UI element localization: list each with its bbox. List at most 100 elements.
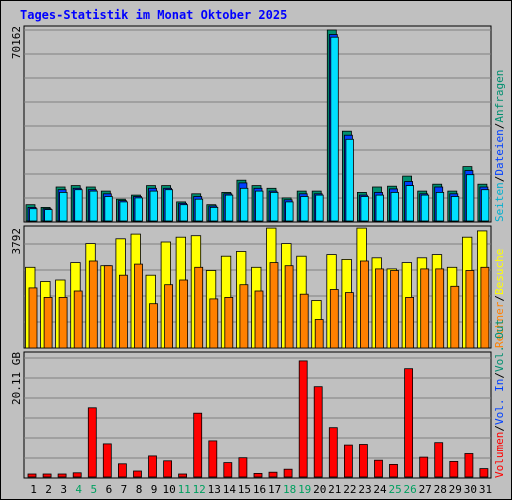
bar-seiten-day-16 bbox=[255, 190, 264, 222]
x-label-day-13: 13 bbox=[208, 483, 221, 496]
bar-rechner-day-24 bbox=[375, 268, 384, 349]
bar-seiten-day-27 bbox=[420, 194, 430, 222]
bottom-panel bbox=[23, 351, 492, 479]
bar-volumen-day-31 bbox=[479, 468, 489, 478]
bar-rechner-day-14 bbox=[224, 296, 234, 349]
bar-rechner-day-20 bbox=[314, 319, 324, 349]
bar-seiten-day-6 bbox=[104, 196, 113, 222]
bar-rechner-day-3 bbox=[58, 296, 68, 349]
x-label-day-9: 9 bbox=[151, 483, 158, 496]
legend-separator: / bbox=[493, 425, 506, 432]
bar-rechner-day-13 bbox=[209, 298, 219, 349]
bar-seiten-day-29 bbox=[450, 196, 460, 222]
bar-seiten-day-1 bbox=[29, 208, 38, 222]
bar-volumen-day-9 bbox=[148, 455, 157, 478]
x-label-day-19: 19 bbox=[298, 483, 311, 496]
x-label-day-20: 20 bbox=[313, 483, 326, 496]
bar-volumen-day-30 bbox=[464, 453, 474, 478]
bar-seiten-day-22 bbox=[345, 138, 354, 222]
bar-seiten-day-15 bbox=[239, 187, 249, 222]
legend-separator: / bbox=[493, 295, 506, 302]
x-label-day-12: 12 bbox=[193, 483, 206, 496]
bar-rechner-day-30 bbox=[465, 270, 475, 349]
bar-seiten-day-19 bbox=[300, 196, 309, 222]
bar-rechner-day-19 bbox=[299, 293, 309, 349]
bar-seiten-day-9 bbox=[149, 190, 158, 222]
bar-seiten-day-4 bbox=[74, 189, 83, 222]
bar-rechner-day-31 bbox=[480, 266, 490, 349]
x-label-day-5: 5 bbox=[90, 483, 97, 496]
bar-rechner-day-29 bbox=[450, 285, 460, 349]
bar-volumen-day-10 bbox=[163, 460, 173, 478]
bar-rechner-day-1 bbox=[28, 287, 38, 349]
bar-volumen-day-1 bbox=[27, 473, 37, 478]
legend-volumen: Volumen bbox=[493, 432, 506, 478]
legend-seiten: Seiten bbox=[493, 182, 506, 222]
bar-rechner-day-21 bbox=[329, 289, 339, 349]
top-panel-legend-text: Seiten/Dateien/Anfragen bbox=[493, 70, 506, 222]
bar-rechner-day-5 bbox=[88, 260, 98, 349]
x-label-day-7: 7 bbox=[121, 483, 128, 496]
bar-rechner-day-17 bbox=[269, 262, 279, 349]
bar-rechner-day-4 bbox=[73, 290, 83, 349]
bar-seiten-day-20 bbox=[315, 194, 324, 222]
bar-volumen-day-25 bbox=[389, 463, 398, 478]
bar-seiten-day-8 bbox=[134, 197, 143, 222]
x-label-day-8: 8 bbox=[136, 483, 143, 496]
bar-seiten-day-28 bbox=[435, 191, 445, 222]
bar-rechner-day-26 bbox=[405, 296, 415, 349]
bar-volumen-day-13 bbox=[208, 440, 218, 478]
x-label-day-29: 29 bbox=[449, 483, 462, 496]
bar-volumen-day-14 bbox=[223, 462, 233, 478]
bar-seiten-day-14 bbox=[224, 194, 234, 222]
bar-volumen-day-22 bbox=[343, 444, 353, 478]
bar-seiten-day-25 bbox=[390, 191, 399, 222]
bar-rechner-day-8 bbox=[134, 263, 143, 349]
bar-volumen-day-26 bbox=[404, 368, 414, 478]
bar-rechner-day-16 bbox=[254, 290, 264, 349]
bar-seiten-day-31 bbox=[480, 189, 490, 222]
middle-panel-legend: Rechner/Besuche bbox=[493, 249, 506, 348]
bar-seiten-day-2 bbox=[44, 209, 53, 222]
bar-volumen-day-2 bbox=[42, 473, 52, 478]
x-label-day-18: 18 bbox=[283, 483, 296, 496]
bar-rechner-day-27 bbox=[420, 268, 430, 349]
x-label-day-4: 4 bbox=[75, 483, 82, 496]
legend-vol-out: Vol. Out bbox=[493, 319, 506, 372]
bar-seiten-day-10 bbox=[164, 189, 174, 222]
bar-volumen-day-3 bbox=[57, 473, 67, 478]
bar-volumen-day-18 bbox=[283, 468, 293, 478]
top-panel bbox=[23, 25, 492, 223]
bar-seiten-day-17 bbox=[270, 191, 279, 222]
bar-seiten-day-26 bbox=[405, 185, 415, 222]
x-label-day-11: 11 bbox=[178, 483, 191, 496]
x-label-day-24: 24 bbox=[373, 483, 387, 496]
bar-volumen-day-29 bbox=[449, 460, 459, 478]
legend-anfragen: Anfragen bbox=[493, 70, 506, 123]
bar-seiten-day-5 bbox=[89, 190, 98, 222]
bar-rechner-day-12 bbox=[194, 266, 204, 349]
top-panel-legend: Seiten/Dateien/Anfragen bbox=[493, 70, 506, 222]
x-label-day-10: 10 bbox=[162, 483, 175, 496]
legend-separator: / bbox=[493, 123, 506, 130]
bar-volumen-day-19 bbox=[298, 360, 308, 478]
x-label-day-23: 23 bbox=[358, 483, 371, 496]
bar-volumen-day-27 bbox=[419, 456, 429, 478]
bar-rechner-day-15 bbox=[239, 284, 249, 349]
x-label-day-15: 15 bbox=[238, 483, 251, 496]
bar-volumen-day-16 bbox=[253, 472, 263, 478]
bar-rechner-day-11 bbox=[179, 279, 189, 349]
middle-panel bbox=[23, 225, 492, 349]
bar-rechner-day-2 bbox=[43, 296, 53, 349]
bar-volumen-day-17 bbox=[268, 471, 278, 478]
middle-panel-legend-text: Rechner/Besuche bbox=[493, 249, 506, 348]
bar-seiten-day-30 bbox=[465, 174, 475, 222]
bar-volumen-day-24 bbox=[374, 459, 383, 478]
bottom-panel-frame bbox=[23, 351, 492, 479]
x-label-day-31: 31 bbox=[479, 483, 492, 496]
bar-seiten-day-18 bbox=[285, 201, 294, 222]
legend-separator: / bbox=[493, 372, 506, 379]
bar-seiten-day-13 bbox=[209, 206, 219, 222]
